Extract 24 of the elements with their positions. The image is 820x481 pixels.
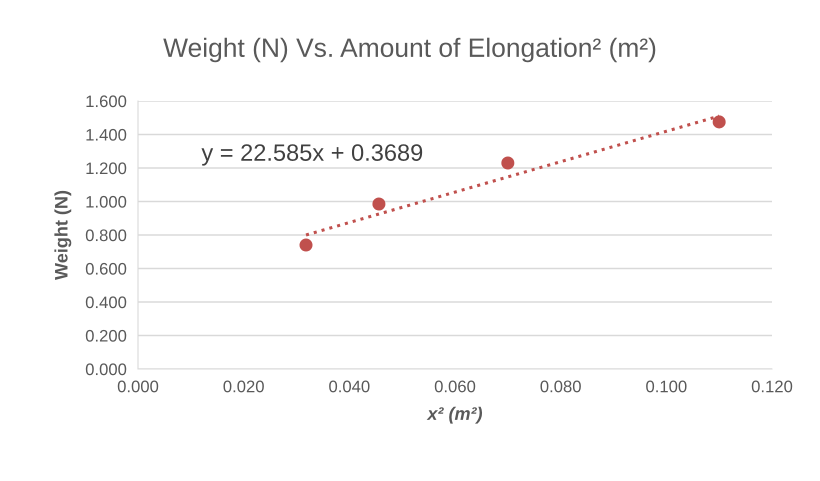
x-tick-label: 0.100 xyxy=(646,380,687,392)
point xyxy=(501,156,514,170)
y-tick-label: 1.200 xyxy=(86,162,126,174)
y-tick-label: 0.800 xyxy=(86,229,126,242)
y-tick-label: 1.000 xyxy=(86,196,126,208)
x-tick-label: 0.060 xyxy=(434,380,476,392)
x-axis-title: x² (m²) xyxy=(426,406,482,424)
y-tick-label: 0.600 xyxy=(86,262,126,275)
chart-title: Weight (N) Vs. Amount of Elongation² (m²) xyxy=(163,38,656,62)
y-tick-label: 0.000 xyxy=(86,363,126,376)
y-axis-title: Weight (N) xyxy=(54,190,72,280)
y-tick-label: 1.400 xyxy=(86,128,126,141)
x-tick-label: 0.120 xyxy=(752,380,792,392)
x-tick-label: 0.080 xyxy=(540,380,581,392)
y-tick-label: 0.400 xyxy=(86,296,126,308)
annotation: y = 22.585x + 0.3689 xyxy=(201,144,422,166)
x-tick-label: 0.000 xyxy=(118,380,158,392)
y-tick-label: 1.600 xyxy=(86,95,126,108)
x-tick-label: 0.040 xyxy=(329,380,370,392)
point xyxy=(712,115,726,128)
point xyxy=(372,198,386,211)
point xyxy=(300,238,313,252)
x-tick-label: 0.020 xyxy=(223,380,264,392)
y-tick-label: 0.200 xyxy=(86,330,126,342)
